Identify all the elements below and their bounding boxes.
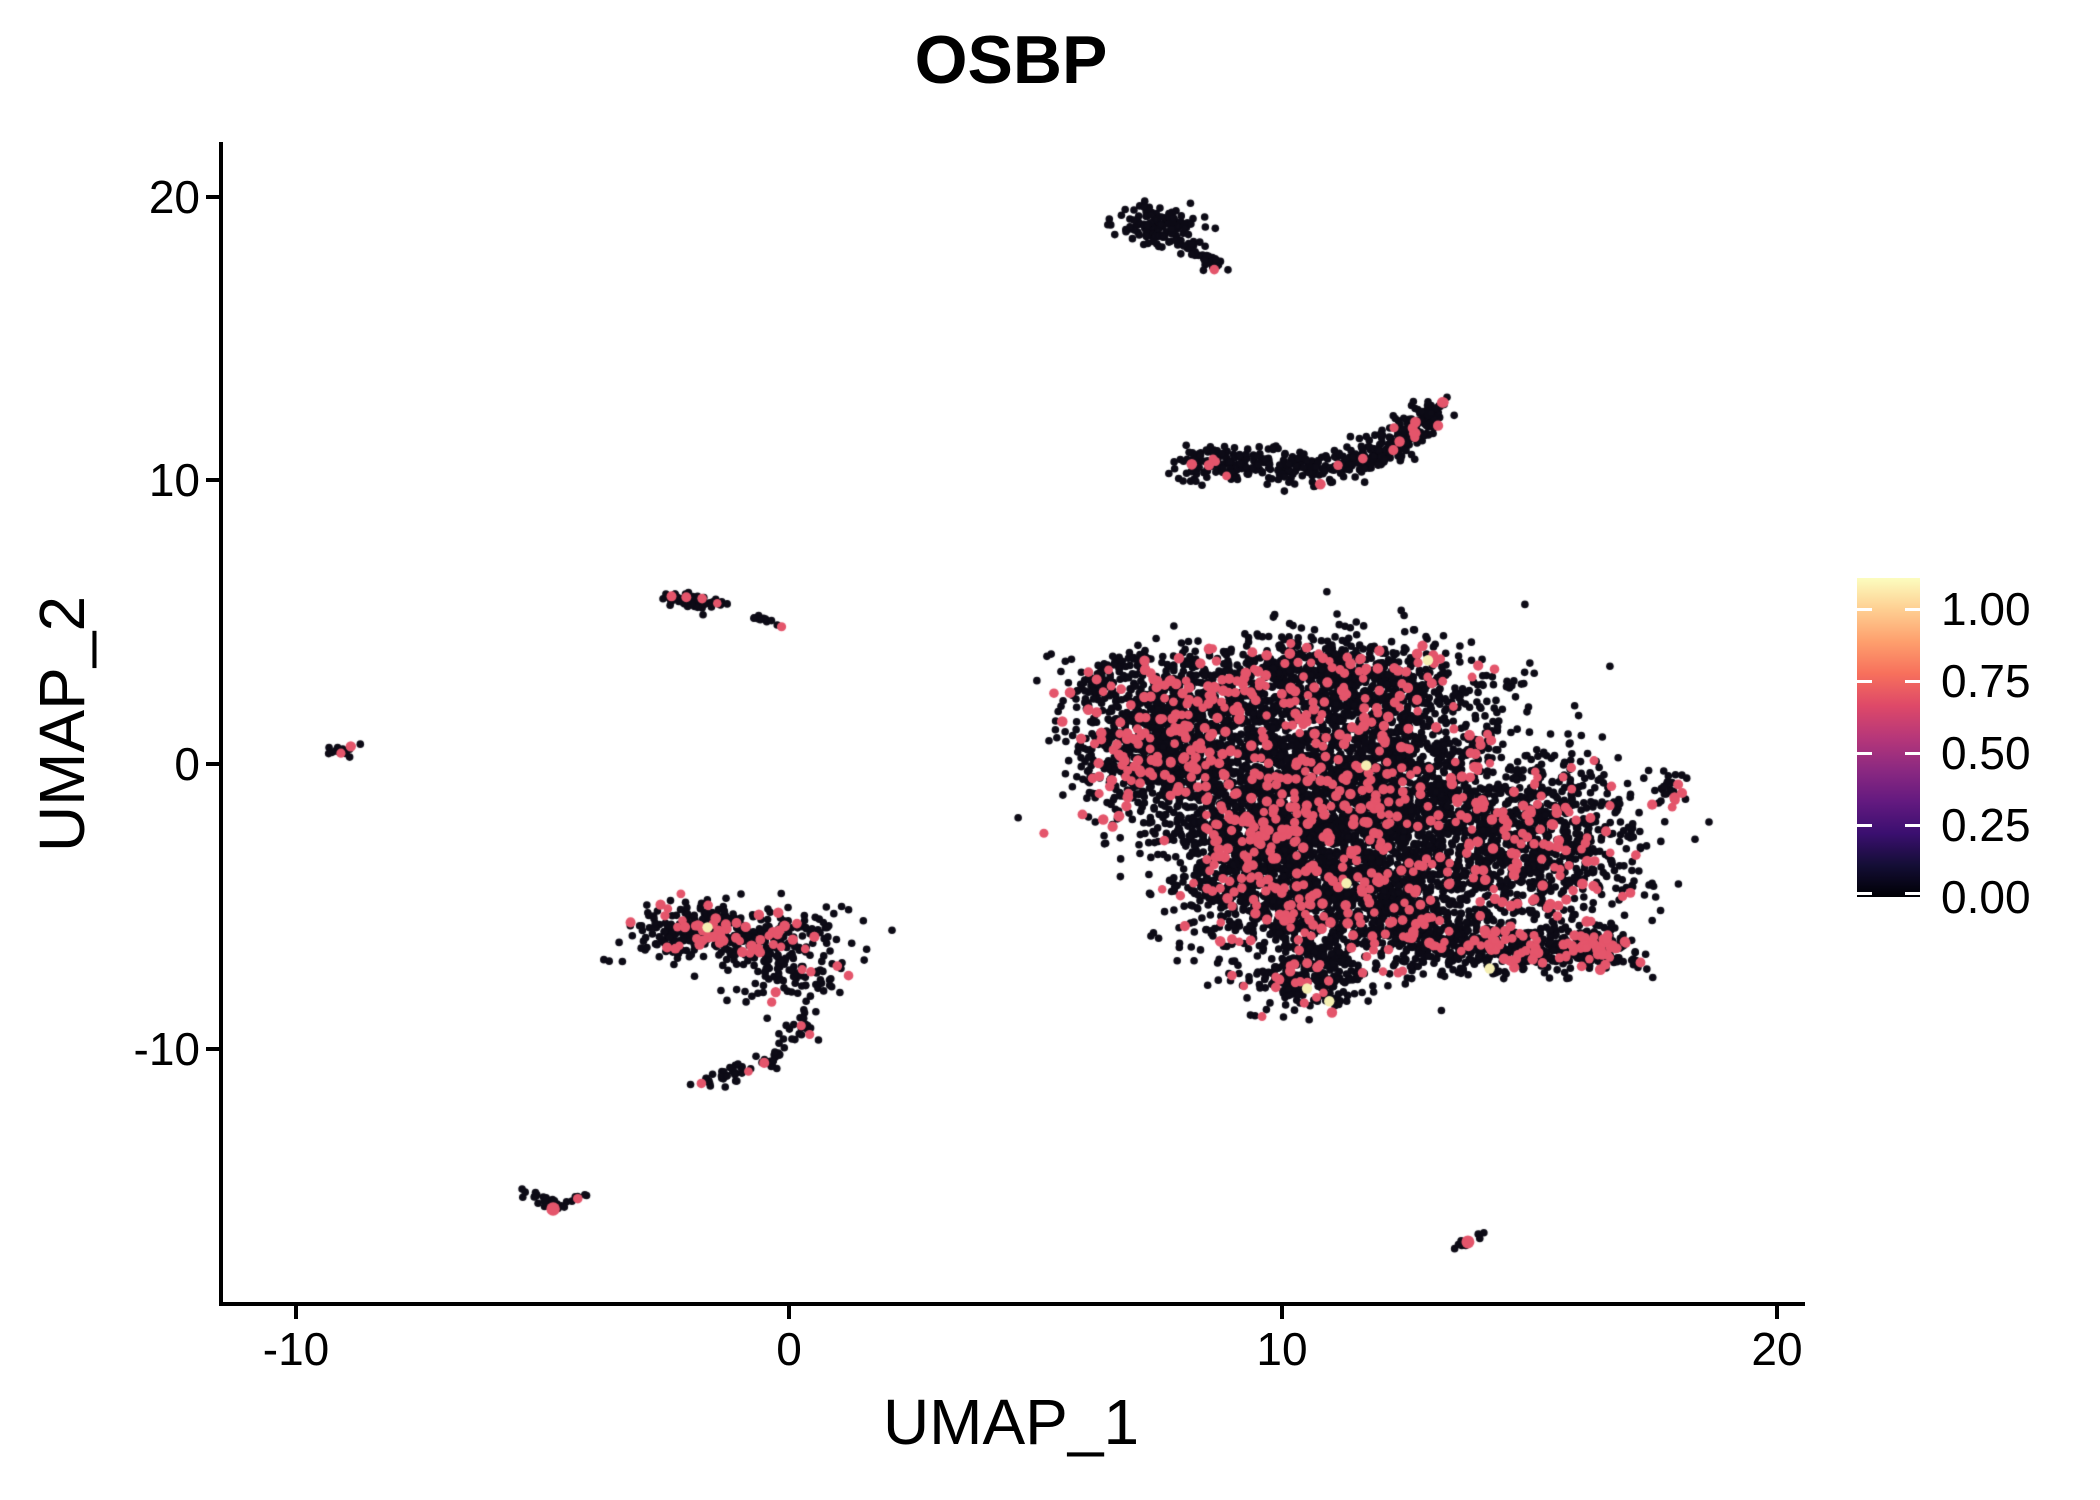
colorbar — [1857, 578, 1920, 897]
x-tick-mark — [294, 1306, 298, 1319]
colorbar-tick — [1857, 892, 1872, 895]
y-tick-mark — [206, 762, 219, 766]
x-tick-label: 0 — [776, 1323, 802, 1375]
y-tick-mark — [206, 195, 219, 199]
y-tick-label: 10 — [148, 454, 200, 506]
colorbar-tick — [1857, 680, 1872, 683]
colorbar-gradient — [1857, 578, 1920, 897]
y-tick-label: 20 — [148, 171, 200, 223]
colorbar-label: 0.25 — [1941, 799, 2031, 851]
x-tick-label: 10 — [1256, 1323, 1308, 1375]
colorbar-label: 1.00 — [1941, 583, 2031, 635]
colorbar-tick — [1905, 608, 1920, 611]
y-tick-label: 0 — [174, 738, 200, 790]
colorbar-tick — [1905, 680, 1920, 683]
x-tick-label: 20 — [1751, 1323, 1803, 1375]
y-tick-mark — [206, 1047, 219, 1051]
colorbar-tick — [1857, 824, 1872, 827]
colorbar-label: 0.50 — [1941, 727, 2031, 779]
y-axis-title: UMAP_2 — [26, 595, 98, 853]
x-tick-mark — [1775, 1306, 1779, 1319]
colorbar-tick — [1857, 608, 1872, 611]
x-tick-label: -10 — [262, 1323, 330, 1375]
colorbar-tick — [1905, 752, 1920, 755]
colorbar-tick — [1857, 752, 1872, 755]
x-axis-line — [219, 1302, 1805, 1306]
x-axis-title: UMAP_1 — [882, 1386, 1140, 1458]
x-tick-mark — [1280, 1306, 1284, 1319]
colorbar-label: 0.75 — [1941, 655, 2031, 707]
y-tick-label: -10 — [133, 1023, 200, 1075]
y-tick-mark — [206, 478, 219, 482]
y-axis-line — [219, 142, 223, 1306]
colorbar-tick — [1905, 892, 1920, 895]
x-tick-mark — [787, 1306, 791, 1319]
colorbar-label: 0.00 — [1941, 871, 2031, 923]
colorbar-tick — [1905, 824, 1920, 827]
